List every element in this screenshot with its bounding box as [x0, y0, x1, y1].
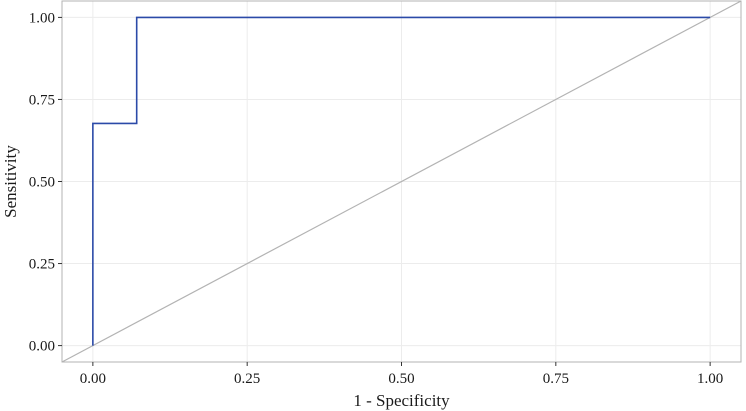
roc-curve-line [92, 16, 711, 346]
x-axis-ticks: 0.00 0.25 0.50 0.75 1.00 [80, 362, 723, 387]
y-tick-label: 1.00 [29, 10, 55, 26]
y-tick-label: 0.25 [29, 257, 55, 273]
x-tick-label: 0.75 [543, 371, 569, 387]
reference-line-layer [61, 0, 742, 363]
y-axis-title: Sensitivity [1, 145, 20, 218]
y-tick-label: 0.50 [29, 175, 55, 191]
roc-curve-layer [92, 16, 711, 346]
x-tick-label: 0.25 [234, 371, 260, 387]
x-tick-label: 0.00 [80, 371, 106, 387]
x-axis-title: 1 - Specificity [353, 391, 450, 410]
y-tick-label: 0.75 [29, 92, 55, 108]
reference-diagonal-line [61, 0, 742, 363]
x-tick-label: 1.00 [697, 371, 723, 387]
y-tick-label: 0.00 [29, 339, 55, 355]
y-axis-ticks: 0.00 0.25 0.50 0.75 1.00 [29, 10, 62, 355]
x-tick-label: 0.50 [388, 371, 414, 387]
